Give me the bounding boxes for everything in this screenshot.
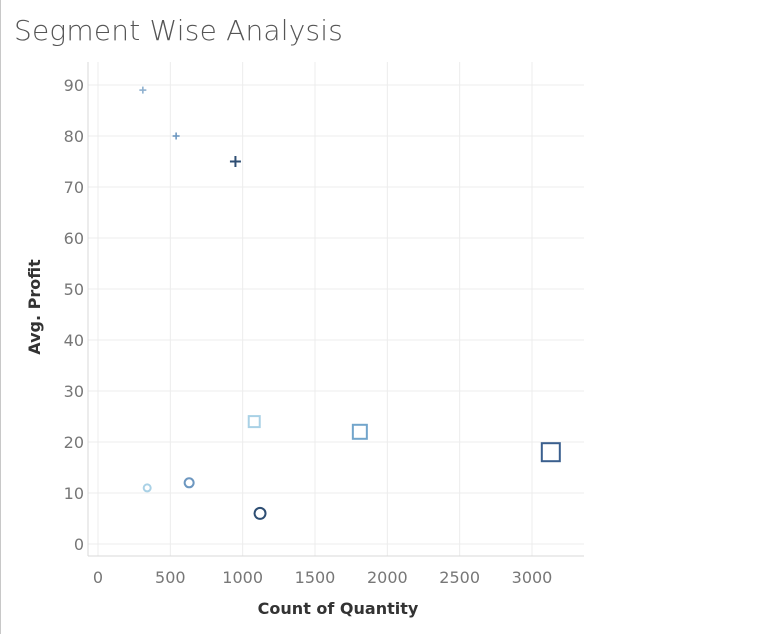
y-tick-label: 50: [64, 280, 84, 299]
plus-point: [139, 86, 147, 94]
plus-point: [229, 156, 241, 167]
chart-title: Segment Wise Analysis: [14, 14, 344, 47]
x-tick-label: 2000: [367, 568, 408, 587]
y-tick-label: 30: [64, 382, 84, 401]
y-tick-label: 60: [64, 229, 84, 248]
x-tick-label: 0: [93, 568, 103, 587]
y-axis-label: Avg. Profit: [25, 259, 44, 355]
square-point: [351, 423, 368, 440]
circle-point: [142, 483, 152, 493]
y-tick-label: 10: [64, 484, 84, 503]
x-tick-label: 3000: [512, 568, 553, 587]
y-tick-label: 40: [64, 331, 84, 350]
axes: [87, 62, 584, 557]
x-axis-label: Count of Quantity: [258, 599, 419, 618]
y-tick-label: 80: [64, 127, 84, 146]
square-point: [540, 442, 561, 463]
square-point: [247, 415, 261, 429]
left-border: [0, 0, 1, 634]
circle-point: [183, 477, 195, 489]
plus-point: [172, 132, 180, 140]
x-tick-label: 1000: [222, 568, 263, 587]
x-tick-label: 500: [155, 568, 186, 587]
x-tick-label: 1500: [295, 568, 336, 587]
tick-labels: 0 10 20 30 40 50 60 70 80 90 0 500 1000 1500 2000 2500 3…: [64, 76, 553, 587]
grid: [88, 62, 584, 556]
y-tick-label: 0: [74, 535, 84, 554]
y-tick-label: 90: [64, 76, 84, 95]
y-tick-label: 20: [64, 433, 84, 452]
y-tick-label: 70: [64, 178, 84, 197]
circle-point: [253, 506, 267, 520]
x-tick-label: 2500: [439, 568, 480, 587]
data-points: [139, 86, 561, 520]
